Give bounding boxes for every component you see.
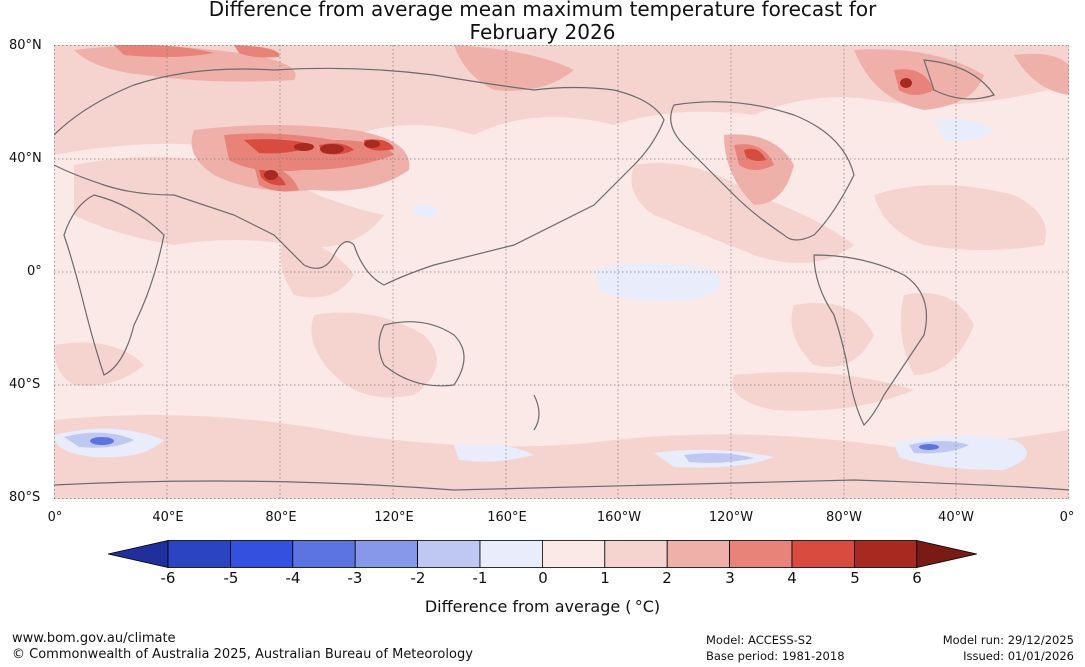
- colorbar-segment: [729, 540, 793, 568]
- lon-label-120w: 120°W: [708, 510, 754, 525]
- temperature-anomaly-map: [54, 45, 1069, 499]
- colorbar-tick-label: -1: [472, 569, 488, 587]
- colorbar-segment: [791, 540, 855, 568]
- anomaly-regions-cool-strong: [90, 437, 939, 450]
- colorbar-tick-label: -6: [160, 569, 176, 587]
- lon-label-40e: 40°E: [152, 510, 184, 525]
- lon-label-40w: 40°W: [938, 510, 974, 525]
- coastlines: [54, 59, 1069, 491]
- colorbar-label: Difference from average ( °C): [424, 597, 661, 616]
- colorbar-tick-label: 4: [787, 569, 797, 587]
- map-title-line1: Difference from average mean maximum tem…: [208, 0, 877, 21]
- colorbar-tick-label: -3: [347, 569, 363, 587]
- colorbar-tick-label: 0: [538, 569, 548, 587]
- lat-label-80n: 80°N: [9, 38, 42, 53]
- colorbar-segment: [541, 540, 606, 568]
- colorbar-tick-label: -5: [223, 569, 239, 587]
- colorbar-tick-label: 1: [600, 569, 610, 587]
- colorbar-tick-label: 2: [662, 569, 672, 587]
- colorbar-segment: [417, 540, 481, 568]
- model-name: Model: ACCESS-S2: [706, 633, 813, 647]
- colorbar: [108, 540, 977, 568]
- lat-label-40s: 40°S: [9, 377, 41, 392]
- map-title-line2: February 2026: [469, 20, 616, 44]
- issued-date: Issued: 01/01/2026: [963, 649, 1074, 663]
- colorbar-segment: [479, 540, 543, 568]
- lat-label-40n: 40°N: [9, 151, 42, 166]
- colorbar-segment: [230, 540, 294, 568]
- colorbar-segment: [292, 540, 356, 568]
- graticule: [54, 45, 1069, 499]
- colorbar-tick-label: 5: [850, 569, 860, 587]
- colorbar-segment: [354, 540, 418, 568]
- colorbar-segment: [854, 540, 918, 568]
- lon-label-0-left: 0°: [47, 510, 63, 525]
- colorbar-arrow-high: [916, 540, 977, 568]
- copyright-text: © Commonwealth of Australia 2025, Austra…: [12, 647, 473, 662]
- anomaly-regions-warm-extreme: [264, 78, 912, 180]
- colorbar-tick-label: -4: [285, 569, 301, 587]
- colorbar-segment: [604, 540, 668, 568]
- lon-label-120e: 120°E: [374, 510, 414, 525]
- lat-label-80s: 80°S: [9, 490, 41, 505]
- colorbar-tick-label: 6: [912, 569, 922, 587]
- website-link[interactable]: www.bom.gov.au/climate: [12, 631, 176, 646]
- lon-label-0-right: 0°: [1059, 510, 1075, 525]
- colorbar-tick-label: -2: [410, 569, 426, 587]
- colorbar-segment: [167, 540, 231, 568]
- colorbar-tick-label: 3: [725, 569, 735, 587]
- lat-label-0: 0°: [27, 264, 42, 279]
- lon-label-80e: 80°E: [265, 510, 297, 525]
- lon-label-160w: 160°W: [596, 510, 642, 525]
- lon-label-160e: 160°E: [487, 510, 527, 525]
- colorbar-segment: [666, 540, 731, 568]
- base-period: Base period: 1981-2018: [706, 649, 845, 663]
- lon-label-80w: 80°W: [826, 510, 862, 525]
- model-run-date: Model run: 29/12/2025: [942, 633, 1074, 647]
- colorbar-arrow-low: [108, 540, 169, 568]
